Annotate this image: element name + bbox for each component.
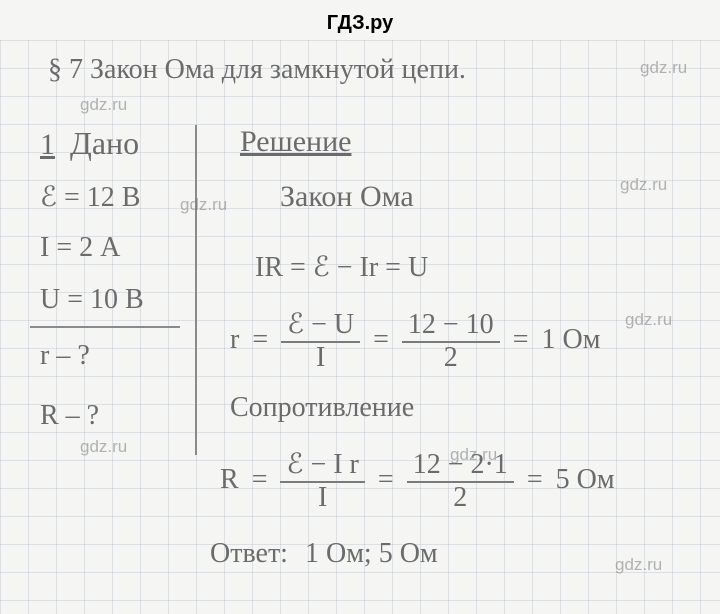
formula-r-lhs: r	[230, 324, 239, 355]
frac-num: ℰ − U	[281, 310, 360, 343]
find-R: R – ?	[40, 400, 99, 432]
find-r: r – ?	[40, 340, 90, 372]
equals-icon: =	[252, 324, 268, 355]
watermark: gdz.ru	[80, 95, 127, 115]
answer-label: Ответ:	[210, 538, 288, 569]
formula-r-frac1: ℰ − U I	[281, 310, 360, 374]
handwritten-content: § 7 Закон Ома для замкнутой цепи. 1 Дано…	[0, 40, 720, 614]
formula-r-result: 1 Ом	[541, 324, 600, 355]
answer-line: Ответ: 1 Ом; 5 Ом	[210, 538, 438, 570]
problem-number: 1	[40, 128, 55, 162]
frac-num: 12 − 10	[402, 310, 500, 343]
formula-R-result: 5 Ом	[556, 464, 615, 495]
watermark: gdz.ru	[450, 445, 497, 465]
watermark: gdz.ru	[620, 175, 667, 195]
frac-den: 2	[402, 343, 500, 374]
watermark: gdz.ru	[180, 195, 227, 215]
given-label: Дано	[70, 125, 139, 162]
formula-R: R = ℰ − I r I = 12 − 2·1 2 = 5 Ом	[220, 450, 615, 514]
watermark: gdz.ru	[625, 310, 672, 330]
solution-label: Решение	[240, 125, 351, 159]
equals-icon: =	[252, 464, 268, 495]
equals-icon: =	[378, 464, 394, 495]
equals-icon: =	[373, 324, 389, 355]
given-voltage: U = 10 В	[40, 284, 144, 316]
watermark: gdz.ru	[615, 555, 662, 575]
law-label: Закон Ома	[280, 180, 414, 214]
resistance-label: Сопротивление	[230, 392, 414, 424]
formula-r-frac2: 12 − 10 2	[402, 310, 500, 374]
formula-r: r = ℰ − U I = 12 − 10 2 = 1 Ом	[230, 310, 600, 374]
frac-den: 2	[407, 483, 514, 514]
formula-1: IR = ℰ − Ir = U	[255, 250, 428, 284]
formula-R-lhs: R	[220, 464, 239, 495]
column-divider	[195, 125, 197, 455]
equals-icon: =	[527, 464, 543, 495]
site-title: ГДЗ.ру	[327, 12, 394, 34]
section-title: § 7 Закон Ома для замкнутой цепи.	[48, 54, 466, 86]
watermark: gdz.ru	[80, 437, 127, 457]
frac-den: I	[281, 343, 360, 374]
given-separator	[30, 326, 180, 328]
frac-den: I	[280, 483, 364, 514]
answer-value: 1 Ом; 5 Ом	[305, 538, 438, 569]
page-header: ГДЗ.ру	[0, 0, 720, 35]
given-current: I = 2 А	[40, 232, 120, 264]
equals-icon: =	[513, 324, 529, 355]
given-emf: ℰ = 12 В	[40, 180, 140, 214]
formula-R-frac1: ℰ − I r I	[280, 450, 364, 514]
frac-num: ℰ − I r	[280, 450, 364, 483]
watermark: gdz.ru	[640, 58, 687, 78]
